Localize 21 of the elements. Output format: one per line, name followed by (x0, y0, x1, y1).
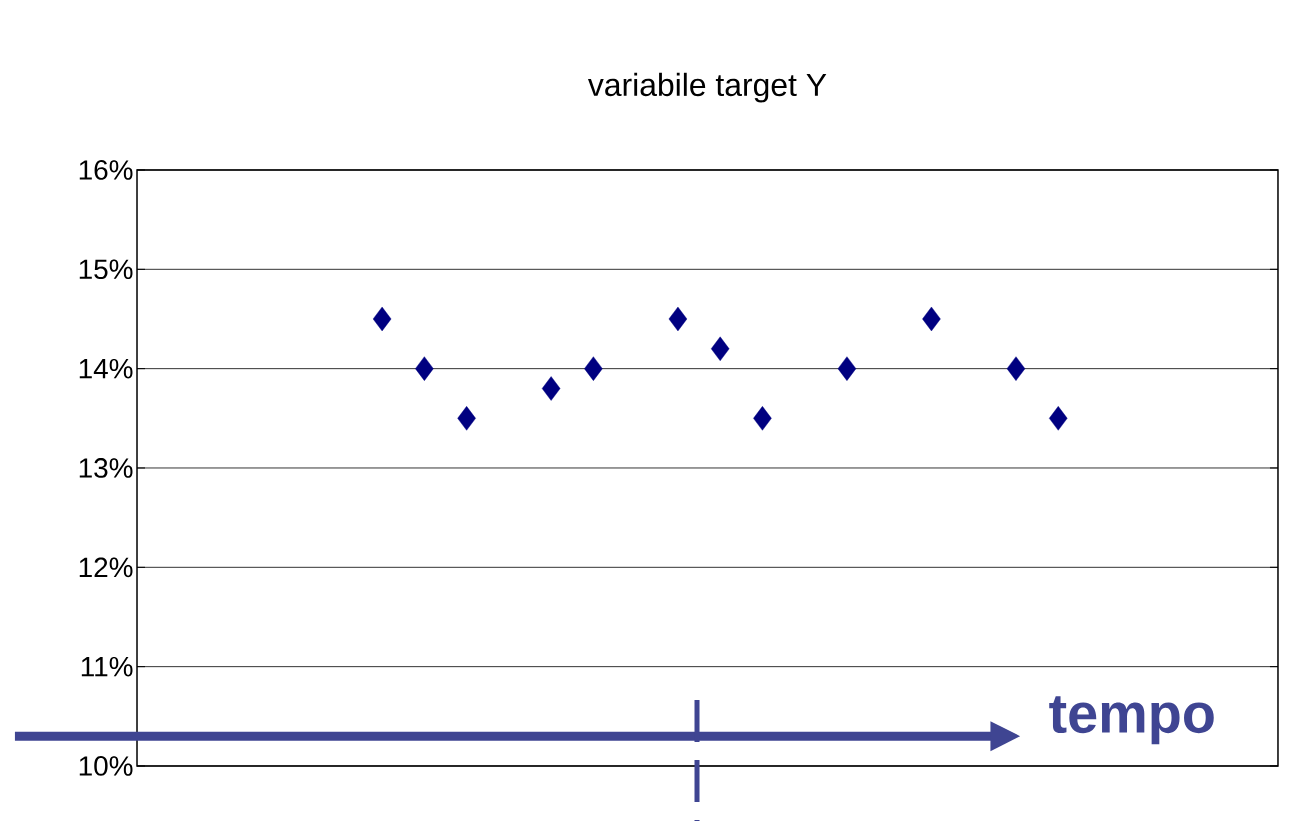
chart-title: variabile target Y (587, 72, 827, 103)
point (837, 356, 857, 381)
point (753, 406, 772, 431)
ref-line-label: tempo (1049, 696, 1214, 745)
point (668, 306, 688, 332)
point (922, 306, 941, 332)
y-tick-label: 12% (79, 557, 133, 578)
point (541, 376, 561, 401)
y-tick-label: 15% (79, 259, 133, 280)
point (1049, 406, 1068, 431)
point (584, 356, 603, 381)
point (372, 306, 392, 332)
point (1006, 356, 1026, 381)
point (415, 356, 434, 381)
y-tick-label: 14% (79, 358, 133, 379)
point (457, 406, 476, 431)
point (710, 336, 730, 361)
y-tick-label: 11% (81, 656, 133, 677)
y-tick-label: 10% (79, 756, 133, 776)
y-tick-label: 16% (79, 160, 133, 180)
y-tick-label: 13% (79, 458, 133, 478)
